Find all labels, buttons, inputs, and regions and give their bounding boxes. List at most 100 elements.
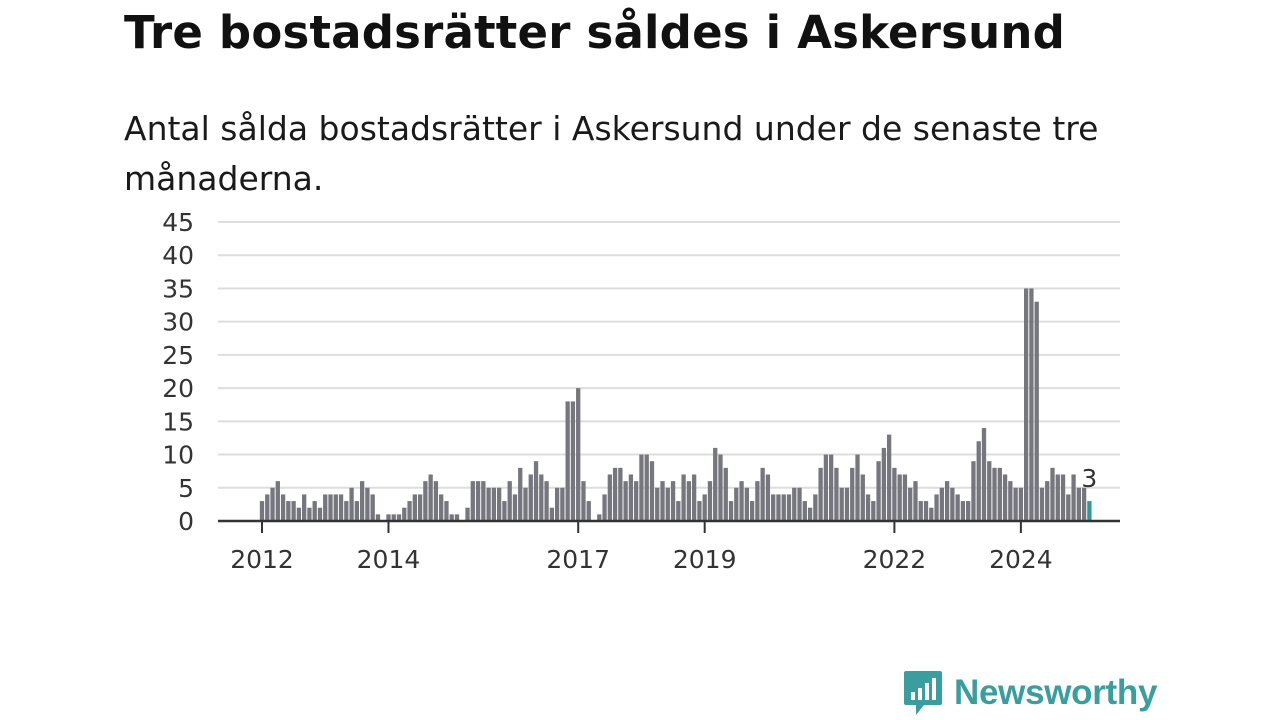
bar: [855, 454, 860, 521]
bar: [818, 467, 823, 521]
bar: [697, 501, 702, 521]
bar: [391, 514, 396, 521]
latest-value-label: 3: [1081, 464, 1097, 493]
bar: [850, 467, 855, 521]
bar: [765, 474, 771, 521]
bar: [444, 501, 449, 521]
bar: [913, 481, 918, 521]
bar: [739, 481, 744, 521]
bar: [1002, 474, 1008, 521]
bar: [602, 494, 607, 521]
bar: [966, 501, 971, 521]
bar: [734, 487, 739, 521]
bar: [865, 494, 871, 521]
bar: [634, 481, 639, 521]
bar: [486, 487, 491, 521]
bar: [881, 447, 887, 521]
bar: [1076, 487, 1081, 521]
bar: [792, 487, 797, 521]
bar: [644, 454, 649, 521]
bar: [776, 494, 781, 521]
bar: [781, 494, 786, 521]
chart-title: Tre bostadsrätter såldes i Askersund: [124, 6, 1066, 59]
bar: [1034, 301, 1039, 521]
bar: [981, 427, 987, 521]
bar: [291, 501, 296, 521]
bar: [539, 474, 544, 521]
bar: [465, 507, 470, 521]
bar: [470, 481, 475, 521]
bar: [523, 487, 528, 521]
bar: [317, 507, 323, 521]
bar: [565, 401, 570, 521]
bar: [960, 501, 966, 521]
x-tick-label: 2022: [863, 545, 927, 574]
y-tick-label: 10: [162, 441, 194, 470]
bar: [1013, 487, 1018, 521]
grid-lines: [218, 221, 1120, 489]
bar: [475, 481, 481, 521]
bar: [597, 514, 602, 521]
bar: [502, 501, 507, 521]
bar: [612, 467, 618, 521]
bar: [939, 487, 944, 521]
bar: [929, 507, 934, 521]
y-tick-label: 0: [178, 507, 194, 536]
bar: [897, 474, 902, 521]
bar: [923, 501, 929, 521]
bar: [749, 501, 755, 521]
bar: [307, 507, 312, 521]
bar: [691, 474, 697, 521]
bar: [407, 501, 412, 521]
bar: [665, 487, 670, 521]
bar: [333, 494, 338, 521]
bar: [971, 461, 976, 521]
y-tick-label: 20: [162, 374, 194, 403]
bar: [275, 481, 280, 521]
bar: [660, 481, 665, 521]
bar: [481, 481, 486, 521]
bar: [396, 514, 402, 521]
bar: [428, 474, 433, 521]
bar: [402, 507, 407, 521]
bar: [728, 501, 734, 521]
y-tick-label: 30: [162, 308, 194, 337]
bar: [570, 401, 576, 521]
bar: [707, 481, 713, 521]
bar: [628, 474, 634, 521]
x-tick-label: 2024: [989, 545, 1053, 574]
bar: [1071, 474, 1076, 521]
bar: [417, 494, 423, 521]
bar: [533, 461, 539, 521]
bar: [507, 481, 512, 521]
bar: [528, 474, 533, 521]
bar: [955, 494, 960, 521]
x-tick-label: 2012: [230, 545, 294, 574]
bar: [786, 494, 792, 521]
bar: [296, 507, 302, 521]
bar: [934, 494, 939, 521]
bar: [860, 474, 865, 521]
bar: [286, 501, 291, 521]
bar: [549, 507, 554, 521]
bar: [713, 447, 718, 521]
y-tick-label: 40: [162, 241, 194, 270]
y-tick-label: 25: [162, 341, 194, 370]
bar: [302, 494, 307, 521]
bar: [365, 487, 370, 521]
bar: [449, 514, 454, 521]
bar: [623, 481, 628, 521]
bar: [807, 507, 813, 521]
bar: [976, 441, 981, 521]
chart-subtitle: Antal sålda bostadsrätter i Askersund un…: [124, 109, 1099, 198]
x-tick-label: 2014: [357, 545, 421, 574]
bar: [918, 501, 923, 521]
bar: [554, 487, 560, 521]
bar: [892, 467, 897, 521]
newsworthy-logo-icon: [904, 671, 942, 715]
bar: [902, 474, 908, 521]
x-tick-label: 2017: [546, 545, 610, 574]
bar: [375, 514, 381, 521]
bar: [423, 481, 428, 521]
bar: [259, 501, 265, 521]
